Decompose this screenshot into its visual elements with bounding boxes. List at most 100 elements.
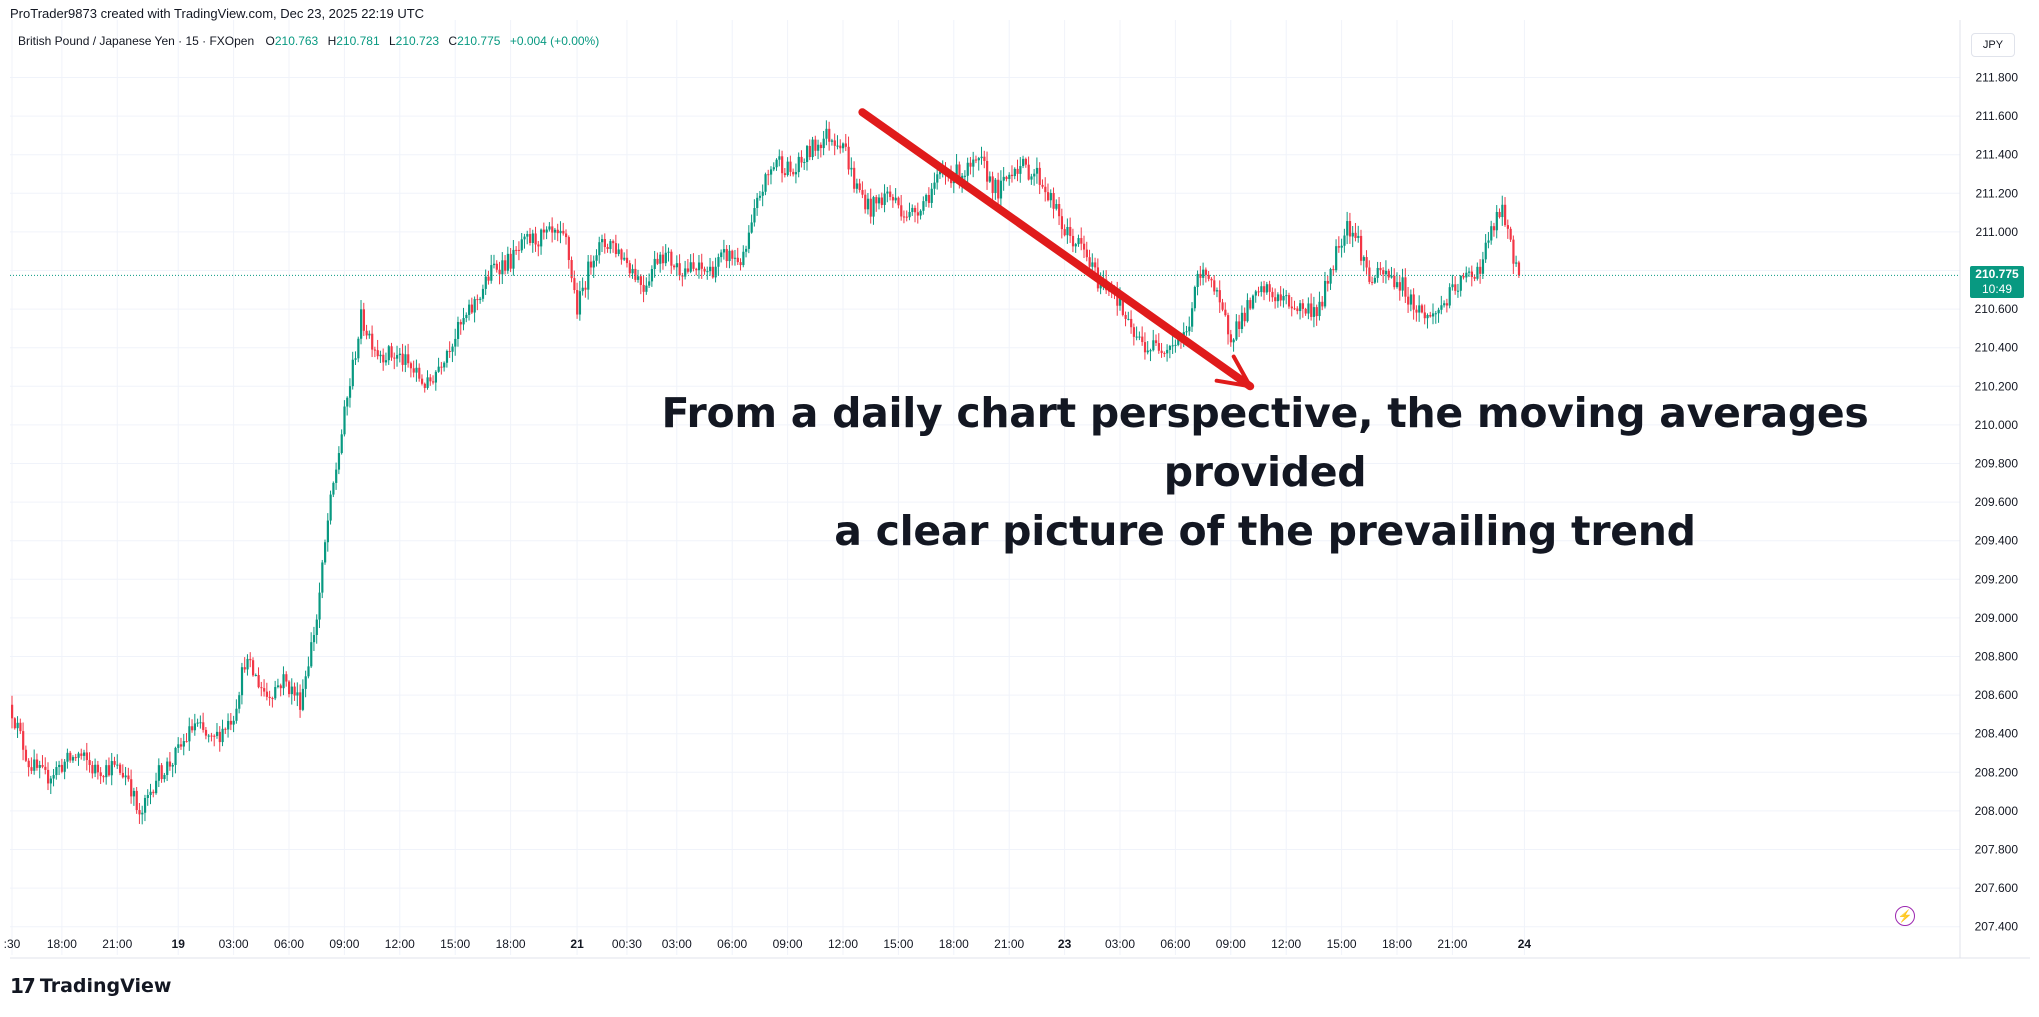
candle-up: [872, 197, 875, 217]
candle-down: [401, 353, 404, 365]
x-tick-label: 12:00: [1271, 937, 1301, 951]
candle-down: [509, 253, 512, 269]
candle-up: [706, 271, 709, 273]
low-label: L: [388, 34, 396, 48]
x-tick-label: 09:00: [773, 937, 803, 951]
candle-down: [191, 726, 194, 731]
candle-up: [116, 764, 119, 766]
candle-up: [1049, 193, 1052, 201]
candle-up: [182, 741, 185, 747]
candle-up: [479, 298, 482, 300]
candle-up: [492, 263, 496, 266]
candle-down: [542, 229, 546, 233]
low-value: 210.723: [395, 34, 440, 48]
candle-down: [573, 278, 576, 291]
candle-down: [958, 164, 961, 184]
candle-up: [340, 434, 343, 454]
candle-down: [265, 691, 269, 697]
candle-down: [864, 194, 867, 210]
candle-down: [1321, 301, 1324, 307]
candle-down: [567, 237, 570, 261]
candle-up: [443, 362, 446, 368]
candle-down: [1287, 295, 1291, 307]
x-tick-label: 12:00: [385, 937, 415, 951]
candle-up: [925, 195, 928, 202]
x-tick-label: 18:00: [1382, 937, 1412, 951]
y-tick-label: 211.800: [1976, 71, 2019, 85]
candle-down: [44, 766, 47, 770]
candle-up: [235, 708, 238, 721]
candle-up: [445, 350, 449, 363]
last-price-value: 210.775: [1975, 267, 2019, 281]
candle-up: [1254, 291, 1257, 296]
y-tick-label: 210.000: [1975, 418, 2019, 432]
candle-down: [279, 685, 282, 689]
candle-down: [407, 354, 410, 364]
x-tick-label: 03:00: [219, 937, 249, 951]
candle-down: [880, 197, 883, 205]
candle-down: [927, 195, 931, 203]
candle-down: [819, 144, 823, 149]
candle-up: [664, 252, 667, 264]
candle-down: [35, 759, 39, 768]
candle-down: [1024, 158, 1028, 165]
candle-up: [396, 355, 399, 359]
candle-up: [1152, 340, 1155, 351]
brand-name: TradingView: [39, 975, 172, 997]
candle-up: [1487, 240, 1490, 243]
candle-up: [988, 176, 992, 182]
candle-up: [1318, 301, 1321, 317]
candle-down: [620, 249, 623, 260]
candle-down: [1080, 238, 1083, 244]
y-tick-label: 209.400: [1975, 534, 2019, 548]
candle-up: [301, 688, 305, 710]
candle-up: [1146, 350, 1149, 353]
lightning-icon[interactable]: ⚡: [1895, 906, 1915, 926]
candle-up: [922, 201, 925, 211]
candle-down: [1132, 327, 1136, 337]
candle-up: [742, 251, 745, 266]
y-tick-label: 208.400: [1975, 727, 2019, 741]
candle-down: [271, 698, 274, 700]
change-value: +0.004 (+0.00%): [509, 34, 600, 48]
candle-up: [384, 360, 388, 363]
candle-down: [606, 247, 609, 250]
candle-down: [459, 321, 462, 325]
candle-down: [639, 276, 642, 285]
symbol-title[interactable]: British Pound / Japanese Yen · 15 · FXOp…: [18, 34, 255, 48]
candle-up: [1346, 221, 1349, 236]
candle-down: [1517, 262, 1521, 276]
y-tick-label: 210.600: [1975, 302, 2019, 316]
candle-up: [451, 346, 454, 352]
currency-button[interactable]: JPY: [1971, 33, 2015, 57]
candle-down: [1382, 270, 1385, 275]
candle-up: [772, 167, 775, 170]
candle-down: [229, 720, 233, 725]
candle-up: [329, 494, 332, 521]
candle-up: [360, 309, 363, 339]
symbol-legend[interactable]: British Pound / Japanese Yen · 15 · FXOp…: [18, 34, 599, 48]
candle-up: [49, 778, 52, 784]
tradingview-brand[interactable]: 17 TradingView: [10, 974, 171, 998]
candle-down: [1221, 302, 1224, 310]
candle-up: [733, 257, 737, 259]
candle-up: [55, 767, 58, 776]
candle-up: [598, 242, 601, 256]
candle-down: [13, 718, 16, 729]
candle-up: [545, 229, 548, 233]
close-value: 210.775: [457, 34, 501, 48]
candle-up: [1188, 326, 1191, 332]
candle-down: [1257, 291, 1260, 293]
candle-up: [980, 156, 983, 159]
y-tick-label: 209.600: [1975, 495, 2019, 509]
candle-down: [365, 330, 368, 336]
candle-up: [307, 666, 310, 677]
candle-up: [553, 229, 557, 233]
candle-up: [1443, 303, 1446, 306]
candle-up: [177, 744, 180, 748]
candle-up: [215, 731, 219, 736]
candle-down: [692, 262, 695, 269]
candle-down: [224, 728, 227, 730]
y-tick-label: 209.800: [1975, 457, 2019, 471]
